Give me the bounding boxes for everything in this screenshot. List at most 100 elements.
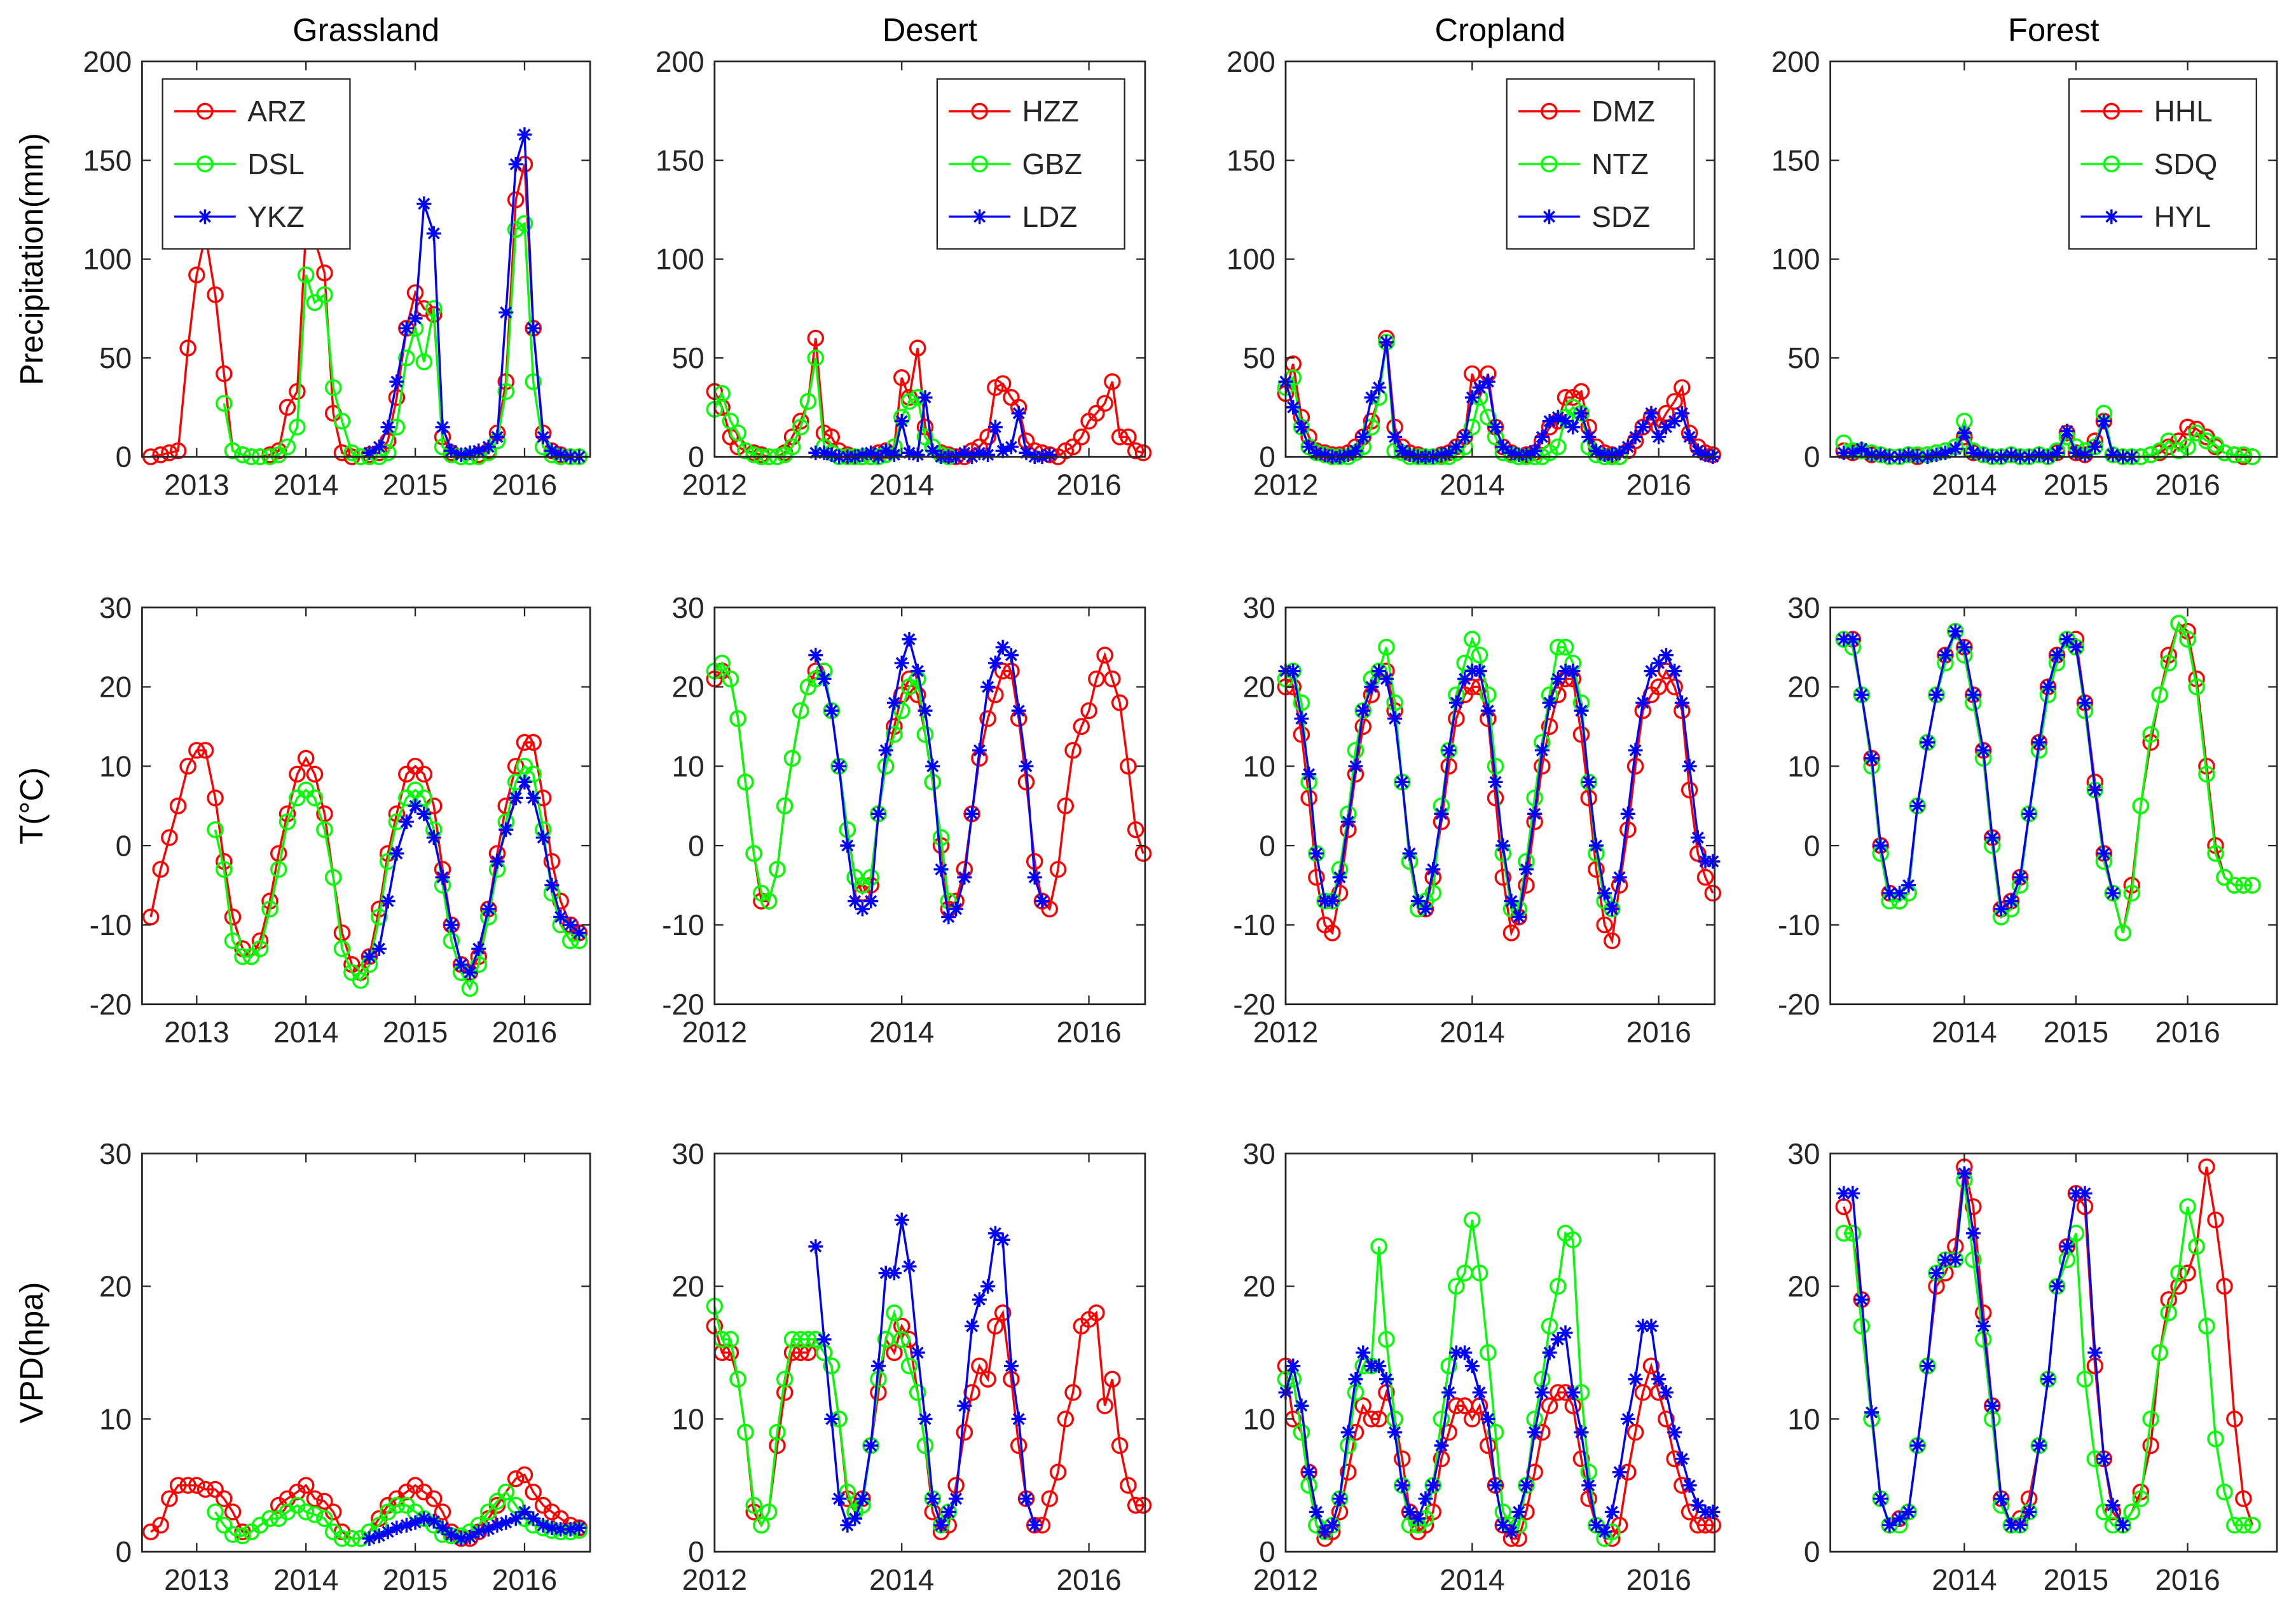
marker [1502, 924, 1520, 941]
marker [1011, 703, 1026, 718]
x-tick-label: 2014 [1440, 1016, 1504, 1049]
marker [1596, 916, 1613, 934]
marker [490, 429, 505, 444]
marker [722, 1330, 739, 1348]
x-tick-label: 2014 [1932, 1563, 1997, 1596]
marker [471, 443, 486, 458]
marker [224, 908, 242, 926]
marker [1920, 735, 1935, 750]
marker [1003, 439, 1019, 455]
marker [1286, 1358, 1301, 1374]
y-tick-label: 50 [672, 341, 705, 374]
legend-label: NTZ [1591, 147, 1649, 181]
marker [1542, 1345, 1557, 1360]
marker [722, 413, 739, 430]
y-tick-label: 20 [1243, 671, 1275, 704]
marker [443, 932, 460, 950]
marker [1488, 774, 1503, 790]
marker [1293, 1423, 1310, 1441]
marker [1127, 1496, 1145, 1514]
marker [516, 1466, 533, 1484]
y-tick-label: -20 [1778, 988, 1820, 1021]
marker [823, 1357, 841, 1374]
marker [169, 442, 187, 460]
marker [909, 1384, 926, 1401]
marker [1418, 901, 1433, 917]
marker [1302, 439, 1317, 455]
x-tick-label: 2016 [2155, 468, 2220, 501]
marker [207, 821, 224, 838]
marker [1550, 1332, 1565, 1347]
marker [1604, 1504, 1619, 1519]
marker [900, 1357, 918, 1374]
marker [1620, 806, 1635, 821]
marker [824, 447, 839, 462]
marker [1518, 447, 1534, 462]
marker [1682, 1478, 1697, 1493]
marker [297, 266, 315, 284]
marker [1494, 868, 1511, 886]
x-tick-label: 2016 [2155, 1563, 2220, 1596]
marker [1619, 821, 1637, 838]
marker [1558, 664, 1573, 679]
y-tick-label: 100 [1227, 243, 1275, 276]
marker [792, 1344, 809, 1362]
marker [2059, 1239, 2075, 1254]
marker [1572, 1450, 1590, 1468]
panel: 2013 2014 2015 2016 0 50 100 150 200 Grassland Pre… [13, 11, 591, 501]
marker [2114, 924, 2131, 941]
marker [1487, 1423, 1504, 1441]
marker [994, 1304, 1012, 1322]
marker [481, 439, 496, 455]
marker [1511, 1504, 1527, 1519]
marker [1948, 441, 1963, 456]
marker [1057, 797, 1075, 814]
marker [1705, 854, 1721, 869]
marker [1120, 1477, 1137, 1494]
marker [1658, 420, 1674, 435]
marker [497, 383, 514, 400]
marker [188, 1477, 205, 1494]
marker [995, 1232, 1010, 1247]
marker [1698, 854, 1713, 869]
x-tick-label: 2014 [273, 1016, 338, 1049]
marker [507, 191, 525, 209]
y-tick-label: 0 [1259, 829, 1275, 862]
marker [1464, 631, 1481, 648]
marker [1635, 695, 1651, 710]
marker [932, 829, 950, 846]
marker [2160, 1304, 2177, 1322]
marker [1424, 884, 1441, 902]
marker [2179, 418, 2196, 436]
marker [2188, 1238, 2205, 1255]
marker [333, 1529, 351, 1547]
marker [461, 980, 479, 997]
marker [894, 1212, 909, 1228]
marker [508, 790, 523, 805]
marker [343, 1529, 361, 1547]
y-tick-label: 30 [99, 591, 132, 624]
marker [1948, 624, 1963, 639]
x-tick-label: 2014 [273, 1563, 338, 1596]
marker [2077, 1186, 2093, 1201]
marker [1984, 1398, 2000, 1413]
marker [863, 1438, 879, 1453]
legend-label: HYL [2154, 200, 2211, 233]
marker [316, 821, 333, 838]
marker [399, 1517, 414, 1533]
marker [371, 941, 387, 956]
marker [1088, 1304, 1105, 1322]
marker [1667, 414, 1682, 429]
marker [1441, 742, 1457, 758]
marker [1620, 439, 1635, 455]
marker [824, 703, 839, 718]
marker [877, 1330, 895, 1348]
marker [769, 861, 786, 878]
marker [1541, 209, 1557, 224]
y-tick-label: 20 [99, 1270, 132, 1303]
marker [918, 1411, 933, 1426]
marker [444, 443, 459, 458]
marker [1965, 1198, 1982, 1215]
marker [1910, 1438, 1925, 1453]
marker [1471, 1264, 1488, 1282]
